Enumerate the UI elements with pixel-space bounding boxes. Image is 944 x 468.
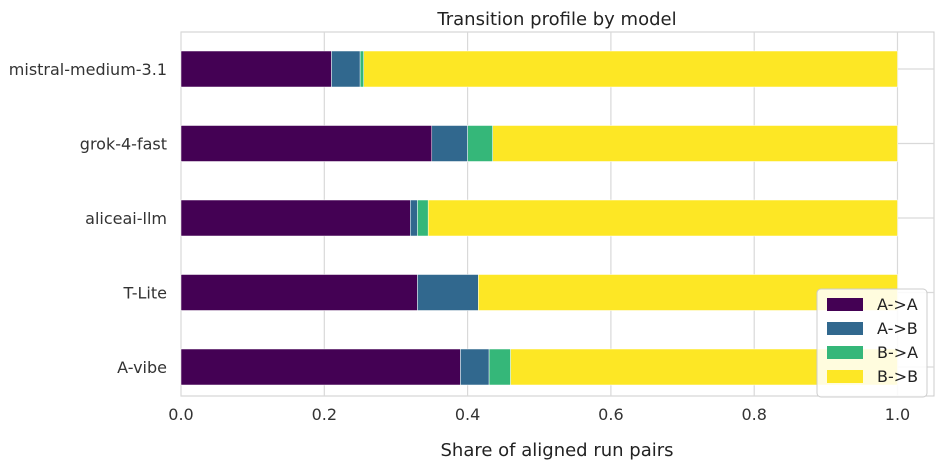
y-tick-label: mistral-medium-3.1 (9, 60, 167, 79)
bar-aliceai-llm-b-b (427, 199, 898, 237)
legend-swatch-a-a (827, 298, 863, 311)
legend-label-b-a: B->A (877, 343, 918, 362)
bar-t-lite-a-a (180, 274, 418, 311)
bar-aliceai-llm-a-b (410, 199, 418, 237)
x-tick-label: 1.0 (885, 405, 910, 424)
x-tick-label: 0.6 (598, 405, 623, 424)
bar-mistral-medium-3-1-b-b (363, 50, 898, 88)
bar-grok-4-fast-a-b (431, 125, 468, 162)
x-tick-labels: 0.0 0.2 0.4 0.6 0.8 1.0 (168, 405, 910, 424)
legend-swatch-b-b (827, 370, 863, 383)
bar-mistral-medium-3-1-a-a (180, 50, 332, 88)
legend-label-b-b: B->B (877, 367, 918, 386)
bar-mistral-medium-3-1-a-b (331, 50, 361, 88)
legend-label-a-b: A->B (877, 319, 918, 338)
bar-aliceai-llm-a-a (180, 199, 411, 237)
y-tick-label: grok-4-fast (80, 135, 167, 154)
bar-grok-4-fast-b-a (467, 125, 493, 162)
x-tick-label: 0.0 (168, 405, 193, 424)
x-axis-title: Share of aligned run pairs (441, 440, 674, 461)
x-tick-label: 0.8 (741, 405, 766, 424)
bar-a-vibe-a-b (460, 348, 490, 386)
bar-grok-4-fast-b-b (492, 125, 898, 162)
bar-a-vibe-a-a (180, 348, 461, 386)
x-tick-label: 0.2 (312, 405, 337, 424)
chart-title: Transition profile by model (436, 9, 676, 30)
legend-swatch-b-a (827, 346, 863, 359)
bar-mistral-medium-3-1-b-a (359, 50, 364, 88)
bar-grok-4-fast-a-a (180, 125, 433, 162)
legend-label-a-a: A->A (877, 295, 918, 314)
bar-a-vibe-b-a (488, 348, 511, 386)
y-tick-label: T-Lite (122, 284, 167, 303)
y-tick-labels: mistral-medium-3.1 grok-4-fast aliceai-llm… (9, 60, 167, 377)
bar-t-lite-a-b (417, 274, 479, 311)
bar-aliceai-llm-b-a (417, 199, 429, 237)
bars (180, 50, 898, 386)
y-tick-label: A-vibe (117, 358, 167, 377)
legend-swatch-a-b (827, 322, 863, 335)
legend: A->A A->B B->A B->B (816, 288, 928, 398)
x-tick-label: 0.4 (455, 405, 480, 424)
y-tick-label: aliceai-llm (85, 209, 167, 228)
